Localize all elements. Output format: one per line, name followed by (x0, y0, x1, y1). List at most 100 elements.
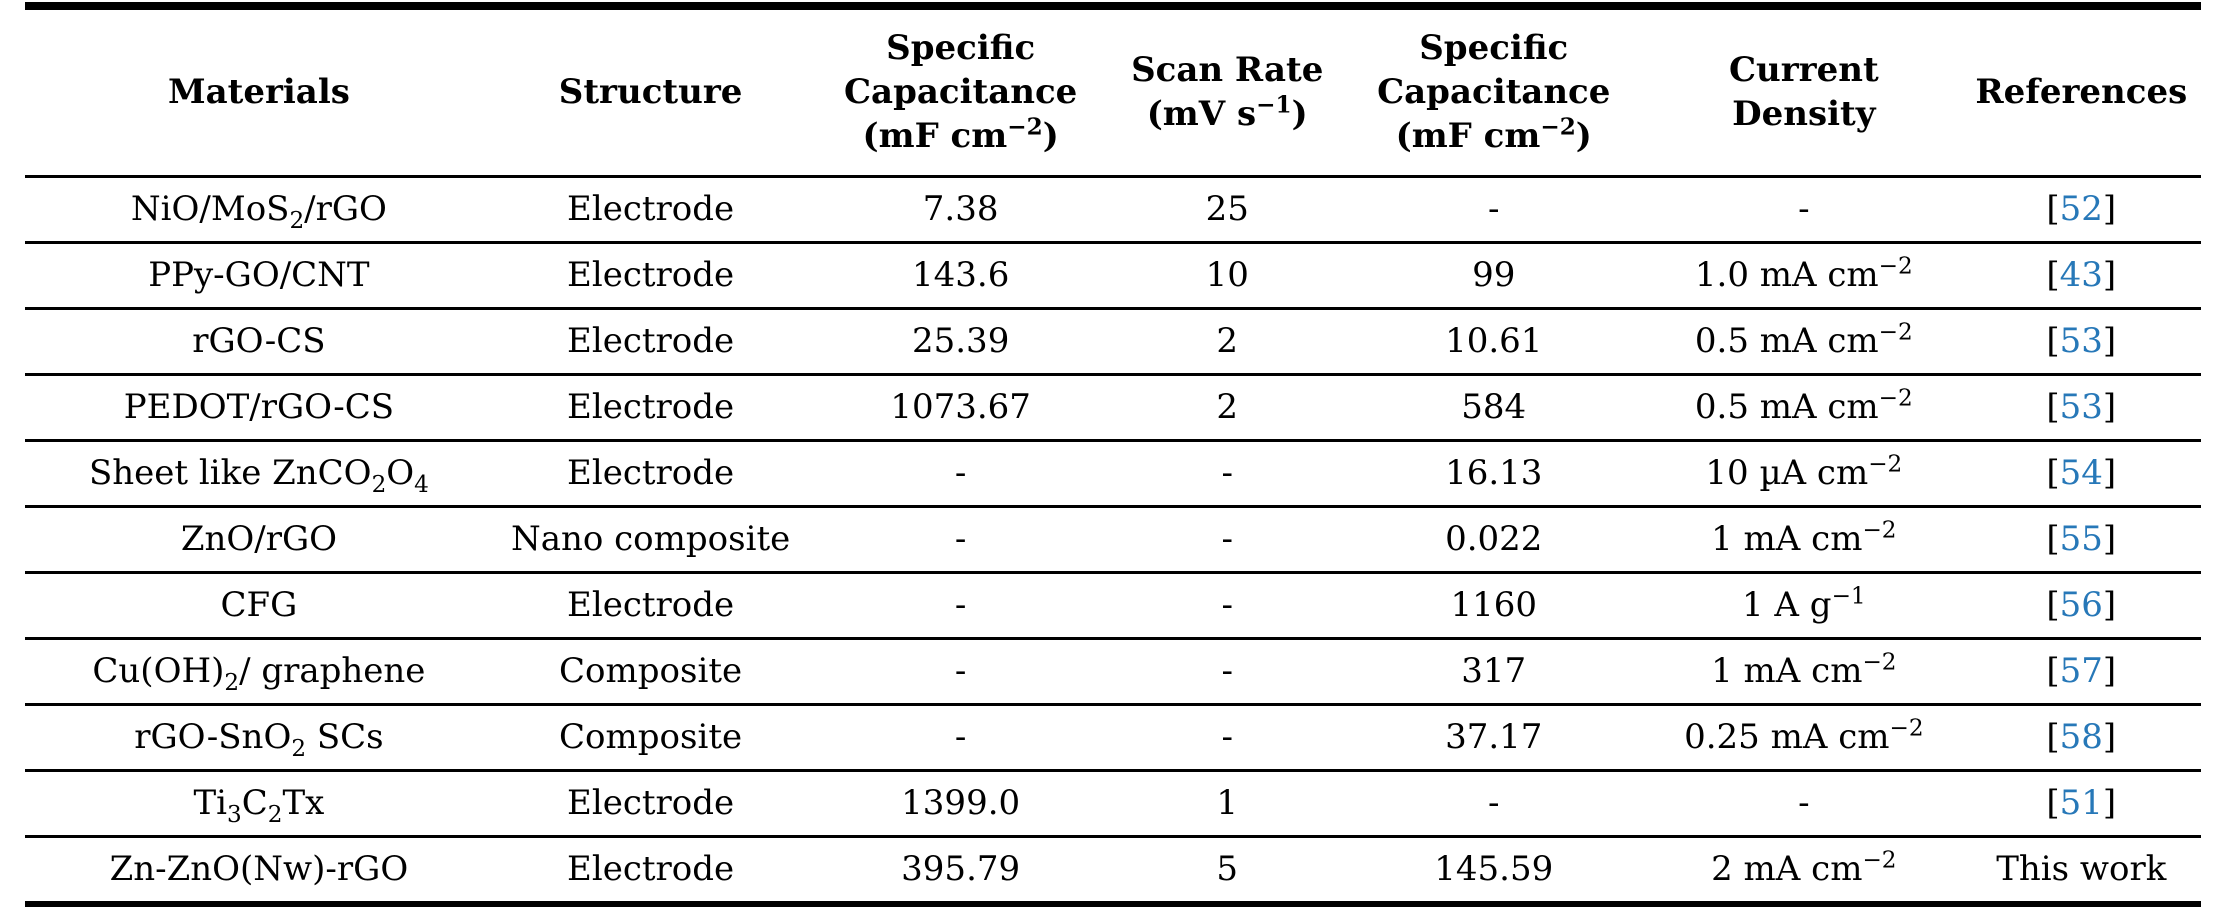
table-row: CFG Electrode - -1160 1 A g−1 [56] (25, 572, 2201, 640)
cell-structure: Composite (492, 704, 809, 772)
cell-specific_capacitance_cv: - (808, 506, 1113, 574)
cell-current_density: 1 mA cm−2 (1646, 506, 1962, 574)
cell-specific_capacitance_gcd: 0.022 (1341, 506, 1647, 574)
cell-structure: Electrode (492, 572, 809, 640)
cell-current_density: 1 A g−1 (1646, 572, 1962, 640)
cell-materials: PEDOT/rGO-CS (25, 374, 493, 442)
cell-current_density: 1 mA cm−2 (1646, 638, 1962, 706)
cell-current_density: - (1646, 770, 1962, 838)
cell-specific_capacitance_gcd: 145.59 (1434, 849, 1554, 890)
table-row: Ti3C2Tx Electrode 1399.0 1- - [51] (25, 770, 2201, 838)
cell-scan_rate: 10 (1112, 242, 1342, 310)
cell-references: [53] (1961, 374, 2201, 442)
cell-current_density: 0.5 mA cm−2 (1646, 374, 1962, 442)
cell-references: [55] (1961, 506, 2201, 574)
cell-specific_capacitance_gcd: - (1341, 770, 1647, 838)
cell-specific_capacitance_cv: 25.39 (808, 308, 1113, 376)
cell-structure: Electrode (492, 242, 809, 310)
cell-specific_capacitance_cv: 7.38 (808, 176, 1113, 244)
cell-materials: Zn-ZnO(Nw)-rGO (109, 849, 409, 890)
cell-current_density: 0.5 mA cm−2 (1646, 308, 1962, 376)
header-row: Materials Structure Specific Capacitance… (25, 6, 2201, 178)
cell-materials: Sheet like ZnCO2O4 (25, 440, 493, 508)
cell-scan_rate: 2 (1112, 374, 1342, 442)
cell-scan_rate: - (1112, 638, 1342, 706)
cell-references: [54] (1961, 440, 2201, 508)
header-scan-rate: Scan Rate (mV s−1) (1112, 6, 1342, 178)
cell-references: This work (1962, 836, 2201, 904)
cell-references: [56] (1961, 572, 2201, 640)
reference-link[interactable]: 52 (2059, 189, 2103, 230)
header-structure: Structure (492, 6, 809, 178)
cell-current_density: 0.25 mA cm−2 (1646, 704, 1962, 772)
cell-materials: rGO-SnO2 SCs (25, 704, 493, 772)
table-row: Sheet like ZnCO2O4 Electrode - -16.13 10 µA … (25, 440, 2201, 508)
table-header: Materials Structure Specific Capacitance… (25, 6, 2201, 178)
cell-current_density: 10 µA cm−2 (1646, 440, 1962, 508)
cell-specific_capacitance_gcd: 16.13 (1341, 440, 1647, 508)
cell-specific_capacitance_gcd: 10.61 (1341, 308, 1647, 376)
cell-materials: Cu(OH)2/ graphene (25, 638, 493, 706)
cell-specific_capacitance_cv: 1399.0 (808, 770, 1113, 838)
cell-current_density: - (1646, 176, 1962, 244)
cell-specific_capacitance_gcd: 317 (1341, 638, 1647, 706)
cell-materials: NiO/MoS2/rGO (25, 176, 493, 244)
header-current-density: Current Density (1646, 6, 1962, 178)
reference-link[interactable]: 55 (2059, 519, 2103, 560)
materials-comparison-table: Materials Structure Specific Capacitance… (25, 2, 2201, 907)
cell-materials: ZnO/rGO (25, 506, 493, 574)
reference-text: This work (1996, 849, 2167, 890)
cell-current_density: 2 mA cm−2 (1711, 847, 1897, 890)
cell-scan_rate: - (1112, 572, 1342, 640)
cell-structure: Electrode (492, 308, 809, 376)
table-row: PPy-GO/CNT Electrode 143.6 10 99 1.0 mA cm−2[… (25, 242, 2201, 310)
table-body: NiO/MoS2/rGO Electrode 7.38 25- - [52] PPy-GO/… (25, 176, 2201, 904)
cell-materials: Ti3C2Tx (25, 770, 493, 838)
cell-specific_capacitance_gcd: 1160 (1341, 572, 1647, 640)
reference-link[interactable]: 57 (2059, 651, 2103, 692)
reference-link[interactable]: 58 (2059, 717, 2103, 758)
cell-materials: CFG (25, 572, 493, 640)
cell-specific_capacitance_cv: - (808, 572, 1113, 640)
reference-link[interactable]: 51 (2059, 783, 2103, 824)
cell-references: [51] (1961, 770, 2201, 838)
cell-specific_capacitance_gcd: 99 (1341, 242, 1647, 310)
cell-scan_rate: - (1112, 440, 1342, 508)
reference-link[interactable]: 53 (2059, 321, 2103, 362)
cell-specific_capacitance_cv: - (808, 704, 1113, 772)
cell-materials: rGO-CS (25, 308, 493, 376)
cell-references: [58] (1961, 704, 2201, 772)
table-row: NiO/MoS2/rGO Electrode 7.38 25- - [52] (25, 176, 2201, 244)
cell-structure: Electrode (492, 374, 809, 442)
header-materials: Materials (25, 6, 493, 178)
header-references: References (1961, 6, 2201, 178)
cell-structure: Electrode (492, 770, 809, 838)
cell-references: [43] (1961, 242, 2201, 310)
table-row: Zn-ZnO(Nw)-rGO Electrode 395.79 5 145.59 2 mA… (25, 836, 2201, 904)
cell-specific_capacitance_cv: 143.6 (808, 242, 1113, 310)
cell-specific_capacitance_cv: - (808, 638, 1113, 706)
cell-structure: Composite (492, 638, 809, 706)
cell-references: [52] (1961, 176, 2201, 244)
cell-materials: PPy-GO/CNT (25, 242, 493, 310)
header-specific-capacitance-gcd: Specific Capacitance (mF cm−2) (1341, 6, 1647, 178)
table-row: ZnO/rGO Nano composite - -0.022 1 mA cm−2 [55… (25, 506, 2201, 574)
reference-link[interactable]: 54 (2059, 453, 2103, 494)
cell-references: [57] (1961, 638, 2201, 706)
cell-references: [53] (1961, 308, 2201, 376)
cell-specific_capacitance_cv: 395.79 (901, 849, 1021, 890)
cell-structure: Electrode (567, 849, 735, 890)
cell-specific_capacitance_cv: 1073.67 (808, 374, 1113, 442)
reference-link[interactable]: 56 (2059, 585, 2103, 626)
reference-link[interactable]: 53 (2059, 387, 2103, 428)
table-row: rGO-CS Electrode 25.39 2 10.61 0.5 mA cm−2 [53… (25, 308, 2201, 376)
cell-structure: Nano composite (492, 506, 809, 574)
cell-scan_rate: 2 (1112, 308, 1342, 376)
reference-link[interactable]: 43 (2059, 255, 2103, 296)
cell-scan_rate: 25 (1112, 176, 1342, 244)
header-specific-capacitance-cv: Specific Capacitance (mF cm−2) (808, 6, 1113, 178)
cell-scan_rate: 1 (1112, 770, 1342, 838)
cell-structure: Electrode (492, 440, 809, 508)
table-row: Cu(OH)2/ graphene Composite - -317 1 mA cm−2… (25, 638, 2201, 706)
cell-scan_rate: 5 (1216, 849, 1239, 890)
